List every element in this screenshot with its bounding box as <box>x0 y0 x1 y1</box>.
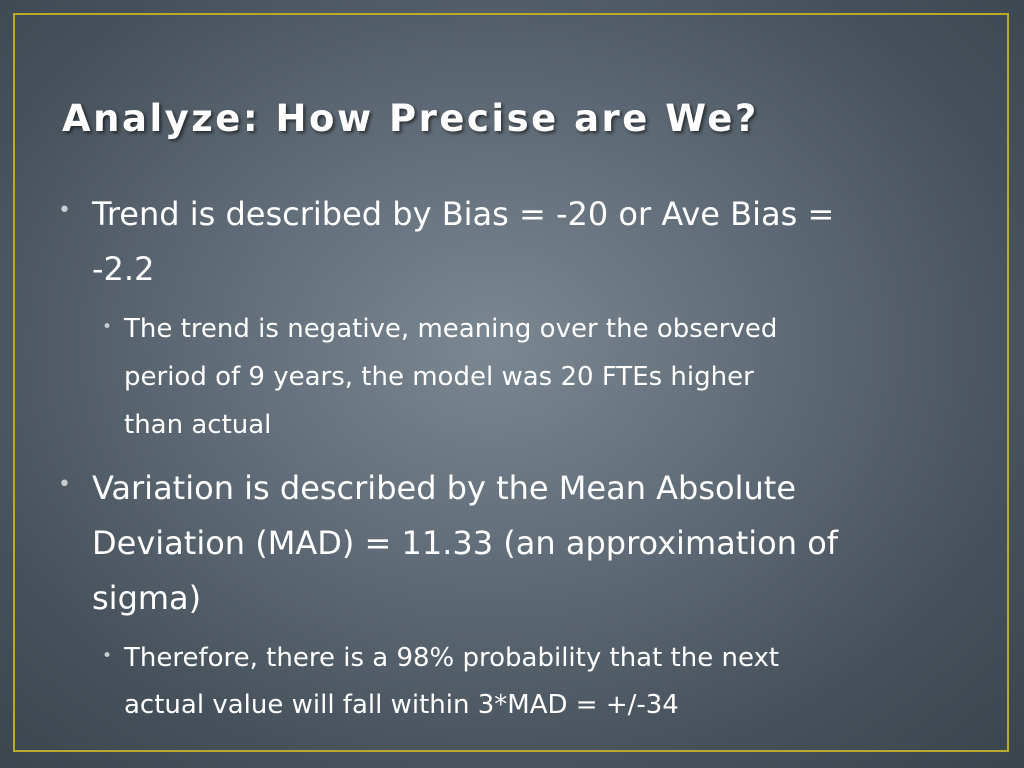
subpoint-2-1-marker: • <box>102 646 113 666</box>
subpoint-1-1-line-1: The trend is negative, meaning over the … <box>124 314 778 344</box>
point-1-line-2: -2.2 <box>92 250 155 288</box>
point-1-line-1: Trend is described by Bias = -20 or Ave … <box>92 195 835 233</box>
subpoint-1-1-line-2: period of 9 years, the model was 20 FTEs… <box>124 362 754 392</box>
bullet-point-2-marker: • <box>58 472 71 497</box>
subpoint-1-1-line-3: than actual <box>124 410 272 440</box>
subpoint-2-1-line-1: Therefore, there is a 98% probability th… <box>124 643 780 673</box>
slide-border <box>13 13 1009 752</box>
subpoint-1-1-marker: • <box>102 317 113 337</box>
point-2-line-1: Variation is described by the Mean Absol… <box>92 469 796 507</box>
slide-title: Analyze: How Precise are We? <box>62 97 759 140</box>
point-2-line-2: Deviation (MAD) = 11.33 (an approximatio… <box>92 524 839 562</box>
point-2-line-3: sigma) <box>92 579 202 617</box>
subpoint-2-1-line-2: actual value will fall within 3*MAD = +/… <box>124 690 679 720</box>
bullet-point-1-marker: • <box>58 198 71 223</box>
